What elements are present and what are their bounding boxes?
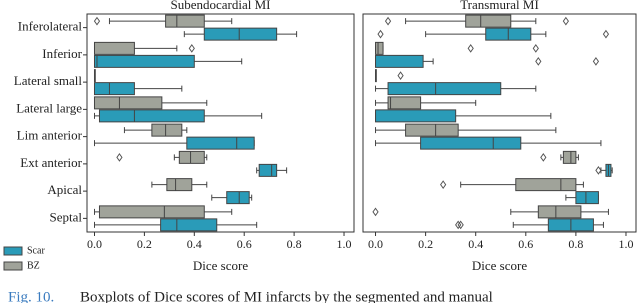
box bbox=[151, 123, 183, 137]
legend-swatch bbox=[3, 261, 23, 271]
box bbox=[537, 205, 582, 219]
y-tick-label: Apical bbox=[47, 182, 82, 197]
outlier bbox=[455, 220, 462, 230]
legend-label: BZ bbox=[27, 260, 40, 271]
outlier bbox=[188, 44, 195, 53]
outlier bbox=[116, 153, 123, 162]
box bbox=[178, 150, 205, 164]
x-axis-label: Dice score bbox=[193, 258, 248, 273]
box bbox=[387, 96, 422, 110]
outlier bbox=[540, 153, 547, 162]
x-tick-label: 0.0 bbox=[87, 237, 102, 251]
x-tick-label: 0.8 bbox=[287, 237, 302, 251]
box bbox=[160, 218, 218, 232]
outlier bbox=[535, 57, 542, 66]
box bbox=[420, 136, 522, 150]
box bbox=[166, 178, 193, 192]
x-tick-label: 1.0 bbox=[618, 237, 633, 251]
x-tick-label: 0.6 bbox=[237, 237, 252, 251]
box bbox=[375, 109, 457, 123]
box bbox=[93, 41, 135, 55]
panel-title: Subendocardial MI bbox=[170, 0, 270, 12]
x-axis-label: Dice score bbox=[472, 258, 527, 273]
x-tick-label: 0.6 bbox=[518, 237, 533, 251]
plot-frame bbox=[362, 13, 637, 233]
y-tick-label: Inferior bbox=[42, 46, 82, 61]
box bbox=[375, 54, 424, 68]
outlier bbox=[457, 220, 464, 230]
outlier bbox=[532, 44, 539, 53]
box bbox=[93, 96, 163, 110]
outlier bbox=[93, 16, 101, 26]
outlier bbox=[595, 166, 602, 175]
box bbox=[98, 109, 205, 123]
y-tick-label: Lateral small bbox=[14, 73, 83, 88]
box bbox=[387, 82, 502, 96]
outlier bbox=[440, 180, 447, 189]
outlier bbox=[467, 44, 474, 53]
x-tick-label: 1.0 bbox=[337, 237, 352, 251]
x-tick-label: 0.2 bbox=[137, 237, 152, 251]
box bbox=[562, 150, 577, 164]
outlier bbox=[562, 16, 569, 26]
x-tick-label: 0.8 bbox=[568, 237, 583, 251]
box bbox=[226, 191, 250, 205]
caption-text: Boxplots of Dice scores of MI infarcts b… bbox=[80, 289, 493, 303]
box bbox=[375, 41, 384, 55]
y-tick-label: Lim anterior bbox=[17, 128, 83, 143]
outlier bbox=[602, 29, 610, 39]
box bbox=[575, 191, 599, 205]
x-tick-label: 0.0 bbox=[368, 237, 383, 251]
legend-swatch bbox=[3, 246, 23, 256]
legend-label: Scar bbox=[27, 245, 45, 256]
box bbox=[186, 136, 255, 150]
outlier bbox=[372, 207, 379, 217]
box bbox=[405, 123, 459, 137]
box bbox=[465, 14, 512, 28]
outlier bbox=[592, 57, 600, 66]
outlier bbox=[384, 16, 392, 26]
y-tick-label: Lateral large bbox=[16, 100, 82, 115]
x-tick-label: 0.4 bbox=[468, 237, 483, 251]
box bbox=[165, 14, 205, 28]
box bbox=[258, 163, 278, 177]
panel-title: Transmural MI bbox=[460, 0, 539, 12]
y-tick-label: Inferolateral bbox=[18, 19, 83, 34]
x-tick-label: 0.2 bbox=[418, 237, 433, 251]
box bbox=[98, 205, 205, 219]
outlier bbox=[397, 71, 404, 80]
outlier bbox=[377, 29, 384, 39]
x-tick-label: 0.4 bbox=[187, 237, 202, 251]
box bbox=[93, 82, 135, 96]
box bbox=[93, 54, 195, 68]
y-tick-label: Ext anterior bbox=[20, 155, 82, 170]
box bbox=[515, 178, 577, 192]
y-tick-label: Septal bbox=[50, 209, 83, 224]
caption-label: Fig. 10. bbox=[8, 289, 54, 303]
plot-frame bbox=[86, 13, 355, 233]
box bbox=[203, 27, 278, 41]
